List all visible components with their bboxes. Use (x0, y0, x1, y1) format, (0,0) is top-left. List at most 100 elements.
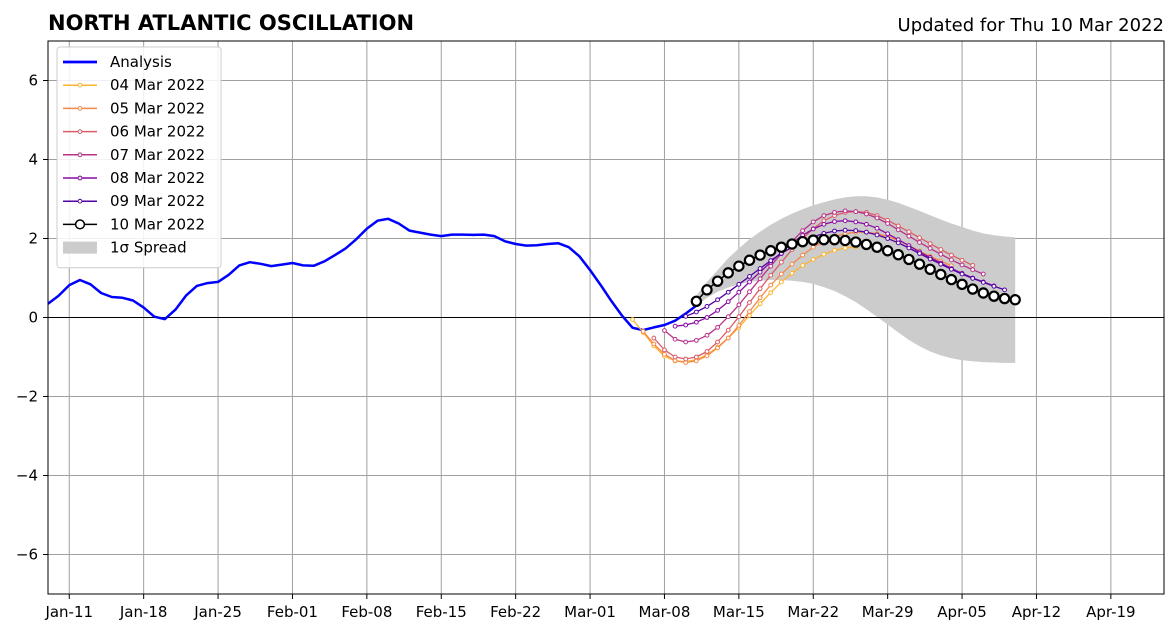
data-point (736, 289, 742, 295)
data-point (1009, 294, 1021, 306)
data-point (747, 274, 752, 279)
data-point (810, 257, 816, 262)
data-point (747, 289, 752, 295)
data-point (927, 256, 933, 262)
data-point (810, 219, 816, 225)
data-point (743, 254, 756, 266)
data-point (736, 323, 742, 328)
data-point (725, 289, 731, 295)
legend-entry: Analysis (63, 53, 172, 71)
y-tick-label: −2 (16, 388, 38, 406)
legend-label: Analysis (110, 53, 172, 71)
data-point (704, 304, 710, 309)
data-point (733, 260, 745, 272)
data-point (864, 211, 869, 217)
legend-marker (77, 106, 83, 111)
data-point (871, 241, 883, 253)
x-tick-label: Feb-01 (267, 603, 318, 621)
data-point (800, 252, 806, 258)
data-point (651, 335, 657, 341)
data-point (757, 301, 763, 307)
data-point (970, 262, 976, 268)
data-point (778, 259, 784, 265)
legend-entry: 07 Mar 2022 (63, 146, 205, 164)
data-point (683, 322, 689, 328)
legend-marker (74, 219, 86, 230)
data-point (853, 209, 859, 215)
data-point (864, 229, 869, 235)
x-tick-label: Feb-15 (416, 603, 467, 621)
data-point (839, 234, 851, 247)
x-tick-label: Apr-05 (937, 603, 987, 621)
data-point (913, 258, 926, 270)
data-point (998, 292, 1011, 305)
data-point (949, 266, 954, 272)
data-point (885, 236, 891, 241)
data-point (938, 247, 944, 252)
data-point (842, 245, 848, 251)
x-tick-label: Mar-22 (787, 603, 839, 621)
data-point (768, 282, 774, 288)
spread-band (696, 196, 1016, 363)
series-0 (47, 217, 698, 332)
data-point (789, 261, 795, 267)
data-point (853, 219, 859, 225)
x-tick-label: Mar-01 (564, 603, 616, 621)
data-point (959, 262, 965, 268)
data-point (662, 351, 667, 357)
data-point (842, 227, 848, 233)
y-tick-label: −6 (16, 546, 38, 564)
data-point (980, 279, 986, 285)
data-point (715, 297, 720, 303)
data-point (807, 234, 819, 246)
legend-label: 04 Mar 2022 (110, 76, 205, 94)
data-point (917, 235, 922, 241)
data-point (980, 271, 986, 277)
data-point (786, 238, 798, 250)
data-point (927, 241, 933, 247)
data-point (768, 263, 774, 269)
y-tick-label: 2 (28, 230, 38, 248)
x-tick-label: Mar-15 (713, 603, 765, 621)
series-group (47, 208, 1021, 365)
data-point (704, 349, 710, 354)
data-point (778, 271, 784, 277)
y-tick-label: −4 (16, 467, 38, 485)
data-point (725, 335, 731, 341)
data-point (903, 253, 915, 266)
data-point (917, 251, 922, 256)
x-tick-label: Mar-29 (862, 603, 914, 621)
legend-box (56, 46, 222, 269)
y-tick-label: 4 (28, 151, 38, 169)
data-point (704, 332, 710, 338)
data-point (747, 300, 752, 305)
data-point (924, 263, 936, 276)
data-point (693, 358, 699, 364)
data-point (725, 314, 731, 320)
data-point (945, 273, 958, 286)
data-point (988, 290, 1000, 302)
data-point (977, 287, 990, 299)
data-point (693, 354, 699, 360)
data-point (885, 221, 891, 226)
data-point (970, 267, 976, 273)
legend-entry: 09 Mar 2022 (63, 192, 205, 210)
data-point (701, 284, 713, 296)
legend-entry: 06 Mar 2022 (63, 123, 205, 141)
y-axis: −6 −4 −2 0 2 4 6 (16, 72, 48, 564)
data-point (711, 275, 724, 287)
data-point (853, 228, 859, 234)
data-point (850, 236, 862, 248)
series-7 (690, 233, 1021, 308)
data-point (810, 226, 816, 232)
chart-title: NORTH ATLANTIC OSCILLATION (48, 11, 414, 35)
data-point (796, 235, 809, 248)
data-point (672, 354, 678, 360)
x-tick-label: Jan-18 (119, 603, 168, 621)
legend-label: 1σ Spread (110, 239, 187, 257)
data-point (722, 267, 734, 279)
data-point (747, 309, 752, 314)
data-point (906, 229, 912, 235)
data-point (765, 245, 777, 257)
data-point (821, 251, 827, 257)
